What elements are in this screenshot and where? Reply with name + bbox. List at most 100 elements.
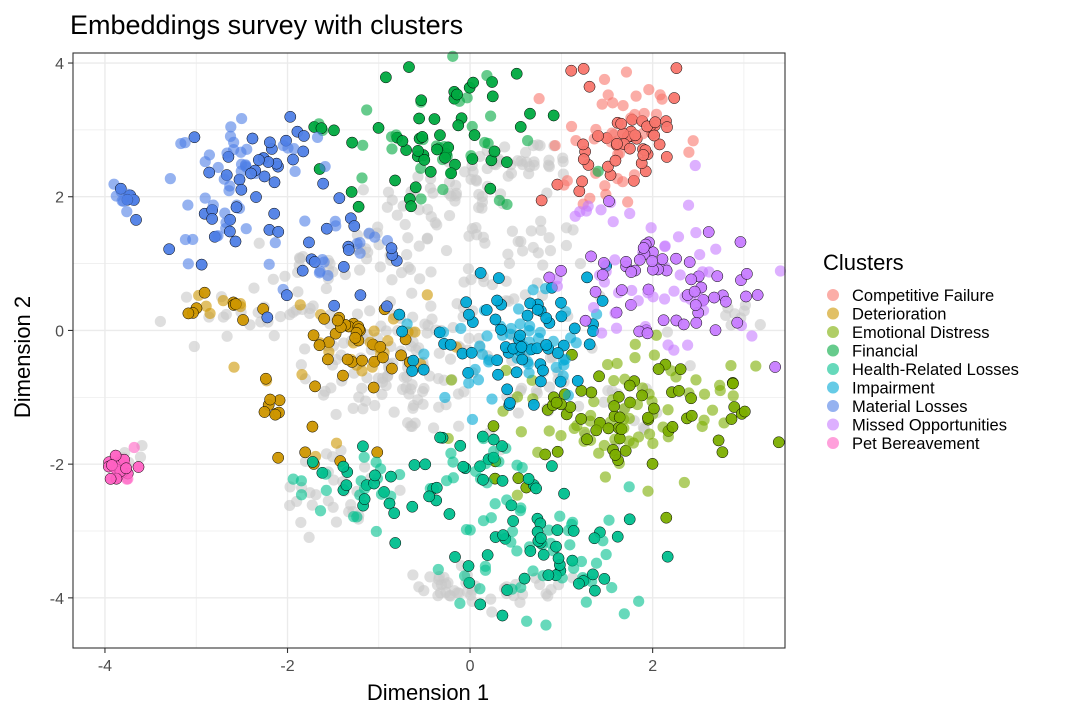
unclustered-point — [451, 298, 463, 310]
point-material-losses — [203, 166, 216, 179]
point-material-losses — [296, 264, 309, 277]
point-emotional-distress — [647, 437, 659, 449]
point-health-related-losses — [551, 524, 564, 536]
point-pet-bereavement — [128, 441, 140, 454]
point-material-losses — [268, 207, 281, 220]
unclustered-point — [739, 299, 752, 311]
unclustered-point — [444, 353, 457, 365]
unclustered-point — [431, 579, 444, 591]
point-competitive-failure — [653, 138, 666, 151]
point-emotional-distress — [750, 360, 762, 372]
unclustered-point — [418, 585, 430, 597]
point-health-related-losses — [480, 457, 492, 470]
unclustered-point — [295, 359, 307, 371]
point-competitive-failure — [599, 180, 611, 192]
unclustered-point — [253, 237, 265, 249]
unclustered-point — [424, 571, 436, 583]
point-missed-opportunities — [588, 301, 600, 314]
point-emotional-distress — [666, 420, 679, 433]
unclustered-point — [512, 235, 524, 248]
unclustered-point — [440, 244, 453, 257]
point-material-losses — [207, 199, 219, 211]
point-health-related-losses — [423, 490, 435, 503]
legend-label-material-losses: Material Losses — [852, 398, 968, 416]
point-financial — [447, 50, 459, 62]
unclustered-point — [217, 311, 229, 323]
unclustered-point — [396, 383, 409, 395]
point-missed-opportunities — [740, 290, 752, 303]
legend-label-financial: Financial — [852, 343, 918, 361]
point-missed-opportunities — [645, 222, 657, 234]
point-health-related-losses — [485, 512, 497, 524]
unclustered-point — [330, 516, 343, 528]
point-emotional-distress — [738, 405, 751, 418]
unclustered-point — [154, 315, 166, 328]
point-health-related-losses — [447, 456, 459, 468]
point-impairment — [489, 313, 502, 326]
point-deterioration — [198, 286, 211, 299]
point-impairment — [418, 348, 430, 360]
point-impairment — [552, 347, 564, 359]
point-missed-opportunities — [620, 255, 632, 268]
point-missed-opportunities — [598, 257, 610, 269]
point-emotional-distress — [674, 363, 687, 376]
unclustered-point — [372, 221, 384, 233]
point-competitive-failure — [656, 93, 668, 105]
point-financial — [437, 183, 449, 196]
point-health-related-losses — [511, 545, 523, 557]
unclustered-point — [407, 569, 419, 581]
point-material-losses — [195, 258, 208, 271]
unclustered-point — [382, 186, 395, 198]
unclustered-point — [395, 267, 408, 279]
unclustered-point — [287, 306, 299, 318]
point-material-losses — [199, 156, 211, 168]
point-impairment — [463, 377, 475, 389]
point-competitive-failure — [583, 80, 596, 93]
point-material-losses — [224, 225, 236, 238]
point-competitive-failure — [670, 62, 683, 74]
point-financial — [451, 88, 463, 101]
point-health-related-losses — [496, 609, 509, 622]
unclustered-point — [544, 245, 557, 257]
point-deterioration — [371, 446, 384, 459]
x-tick-label: -2 — [280, 658, 294, 675]
point-emotional-distress — [555, 430, 567, 442]
point-deterioration — [395, 349, 407, 362]
point-material-losses — [225, 121, 237, 133]
point-impairment — [444, 338, 457, 351]
point-competitive-failure — [577, 153, 590, 166]
point-missed-opportunities — [657, 314, 670, 327]
point-impairment — [513, 303, 525, 315]
unclustered-point — [330, 408, 342, 421]
point-financial — [396, 135, 409, 147]
unclustered-point — [386, 274, 398, 286]
point-emotional-distress — [657, 421, 669, 433]
legend-label-pet-bereavement: Pet Bereavement — [852, 435, 980, 453]
point-health-related-losses — [370, 525, 382, 538]
point-pet-bereavement — [120, 462, 133, 475]
point-material-losses — [246, 132, 259, 145]
legend-label-health-related-losses: Health-Related Losses — [852, 361, 1019, 379]
point-material-losses — [348, 220, 361, 232]
unclustered-point — [406, 287, 418, 299]
point-emotional-distress — [725, 413, 738, 425]
point-health-related-losses — [388, 507, 401, 520]
unclustered-point — [328, 474, 340, 486]
legend-label-emotional-distress: Emotional Distress — [852, 324, 990, 342]
point-impairment — [510, 366, 523, 379]
point-pet-bereavement — [132, 461, 145, 473]
point-financial — [386, 143, 398, 155]
point-missed-opportunities — [688, 285, 701, 298]
point-material-losses — [245, 167, 257, 180]
unclustered-point — [452, 388, 465, 400]
point-deterioration — [368, 325, 380, 337]
point-material-losses — [188, 131, 201, 144]
point-missed-opportunities — [615, 284, 628, 296]
unclustered-point — [499, 141, 511, 153]
point-health-related-losses — [590, 557, 603, 569]
point-impairment — [469, 363, 481, 376]
point-material-losses — [187, 233, 199, 246]
point-emotional-distress — [652, 363, 665, 375]
unclustered-point — [358, 461, 371, 473]
point-deterioration — [258, 406, 271, 418]
